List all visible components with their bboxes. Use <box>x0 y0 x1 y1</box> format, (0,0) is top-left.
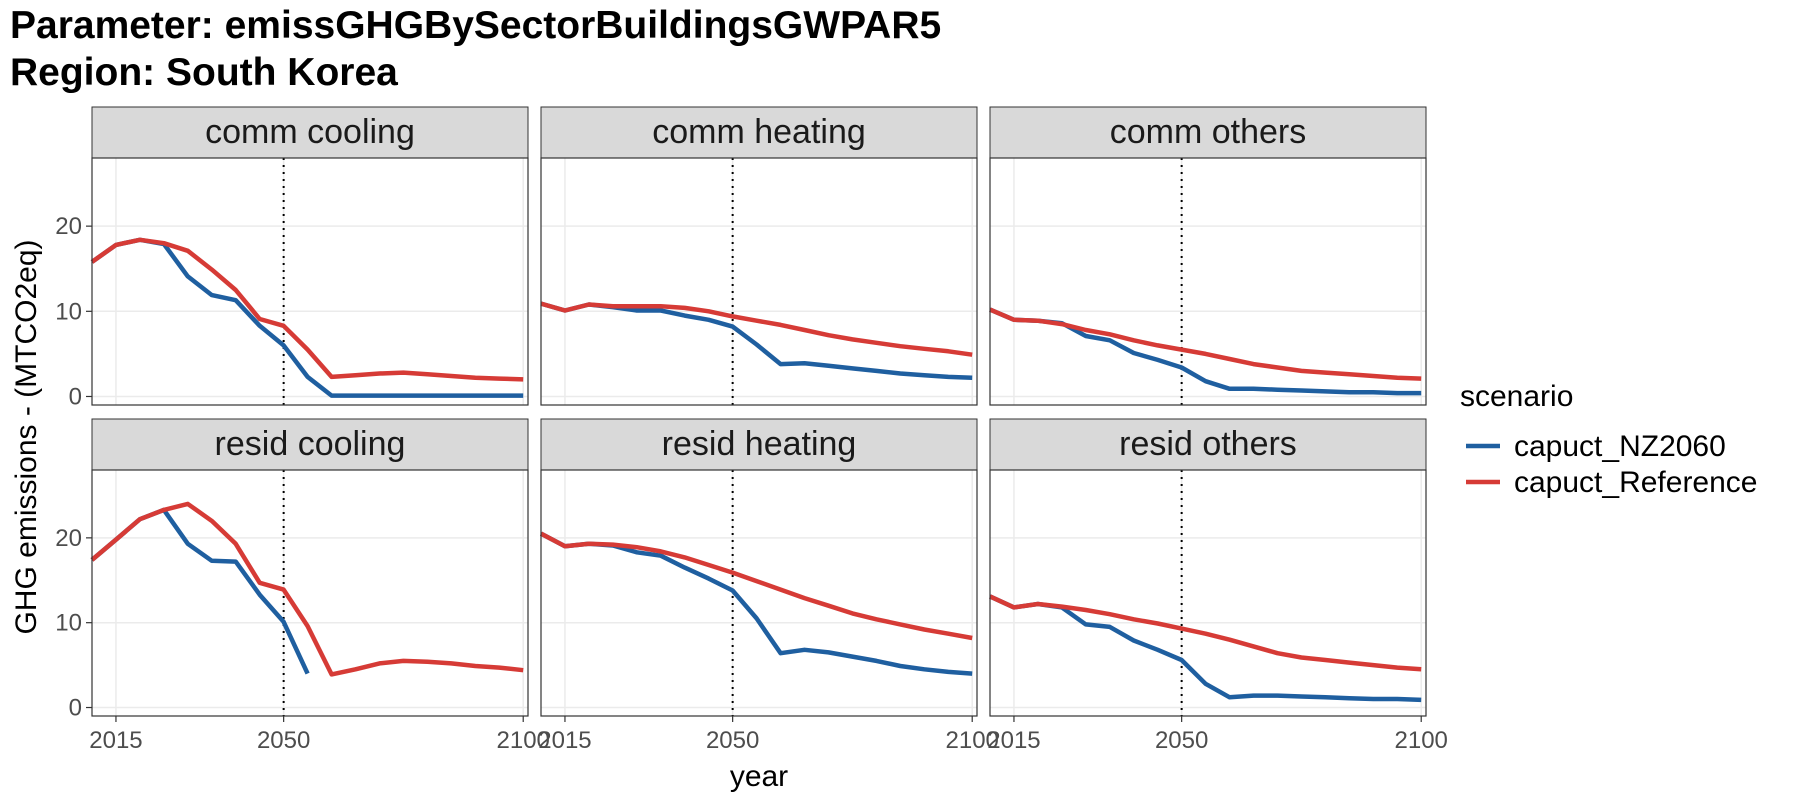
y-tick-label: 20 <box>55 213 82 240</box>
facet-strip <box>540 418 978 471</box>
facet-strip-label: resid heating <box>662 425 857 463</box>
facet-strip-label: comm cooling <box>205 113 415 151</box>
facet-strip-label: resid others <box>1119 425 1297 463</box>
facet-strip <box>989 418 1427 471</box>
y-tick-label: 0 <box>69 383 82 410</box>
series-line-capuct-reference <box>90 237 524 382</box>
facet-strip <box>91 418 529 471</box>
panel-border <box>91 469 529 717</box>
facet-panel-comm-cooling: comm cooling 0 10 20 <box>55 106 529 410</box>
series-line-capuct-reference <box>989 594 1422 672</box>
facet-strip-label: comm heating <box>652 113 866 151</box>
x-tick-label: 2015 <box>89 727 142 754</box>
facet-strip <box>91 106 529 159</box>
x-tick-label: 2050 <box>1155 727 1208 754</box>
panel-border <box>540 469 978 717</box>
x-tick-label: 2050 <box>257 727 310 754</box>
legend-label-capuct-reference: capuct_Reference <box>1514 466 1758 499</box>
facet-strip-label: comm others <box>1110 113 1307 151</box>
y-tick-label: 20 <box>55 525 82 552</box>
x-tick-label: 2015 <box>987 727 1040 754</box>
facet-panel-resid-heating: resid heating 2015 2050 2100 <box>538 418 999 754</box>
y-tick-label: 10 <box>55 610 82 637</box>
facet-panel-resid-others: resid others 2015 2050 2100 <box>987 418 1448 754</box>
panel-border <box>91 157 529 406</box>
x-tick-label: 2015 <box>538 727 591 754</box>
panel-border <box>989 157 1427 406</box>
panel-border <box>540 157 978 406</box>
y-axis-title: GHG emissions - (MTCO2eq) <box>10 239 43 634</box>
x-tick-label: 2100 <box>1395 727 1448 754</box>
series-line-capuct-nz2060 <box>539 531 973 676</box>
facet-strip-label: resid cooling <box>215 425 406 463</box>
series-line-capuct-nz2060 <box>90 237 524 398</box>
facet-panels: comm cooling 0 10 20 comm heating comm others… <box>55 106 1448 754</box>
x-tick-label: 2100 <box>497 727 550 754</box>
legend-label-capuct-nz2060: capuct_NZ2060 <box>1514 430 1726 463</box>
series-line-capuct-nz2060 <box>989 594 1422 703</box>
series-line-capuct-reference <box>540 301 973 357</box>
series-line-capuct-reference <box>539 531 973 641</box>
series-line-capuct-reference <box>90 501 524 677</box>
legend-title: scenario <box>1460 380 1573 413</box>
y-tick-label: 10 <box>55 298 82 325</box>
y-tick-label: 0 <box>69 695 82 722</box>
facet-panel-resid-cooling: resid cooling 0 10 20 2015 2050 2100 <box>55 418 550 754</box>
facet-panel-comm-heating: comm heating <box>540 106 978 406</box>
facet-panel-comm-others: comm others <box>989 106 1427 406</box>
panel-border <box>989 469 1427 717</box>
series-line-capuct-reference <box>989 307 1422 381</box>
series-line-capuct-nz2060 <box>540 301 973 380</box>
chart-subtitle: Region: South Korea <box>10 51 398 94</box>
x-axis-title: year <box>730 760 788 793</box>
x-tick-label: 2100 <box>946 727 999 754</box>
x-tick-label: 2050 <box>706 727 759 754</box>
chart-title: Parameter: emissGHGBySectorBuildingsGWPA… <box>10 4 941 47</box>
